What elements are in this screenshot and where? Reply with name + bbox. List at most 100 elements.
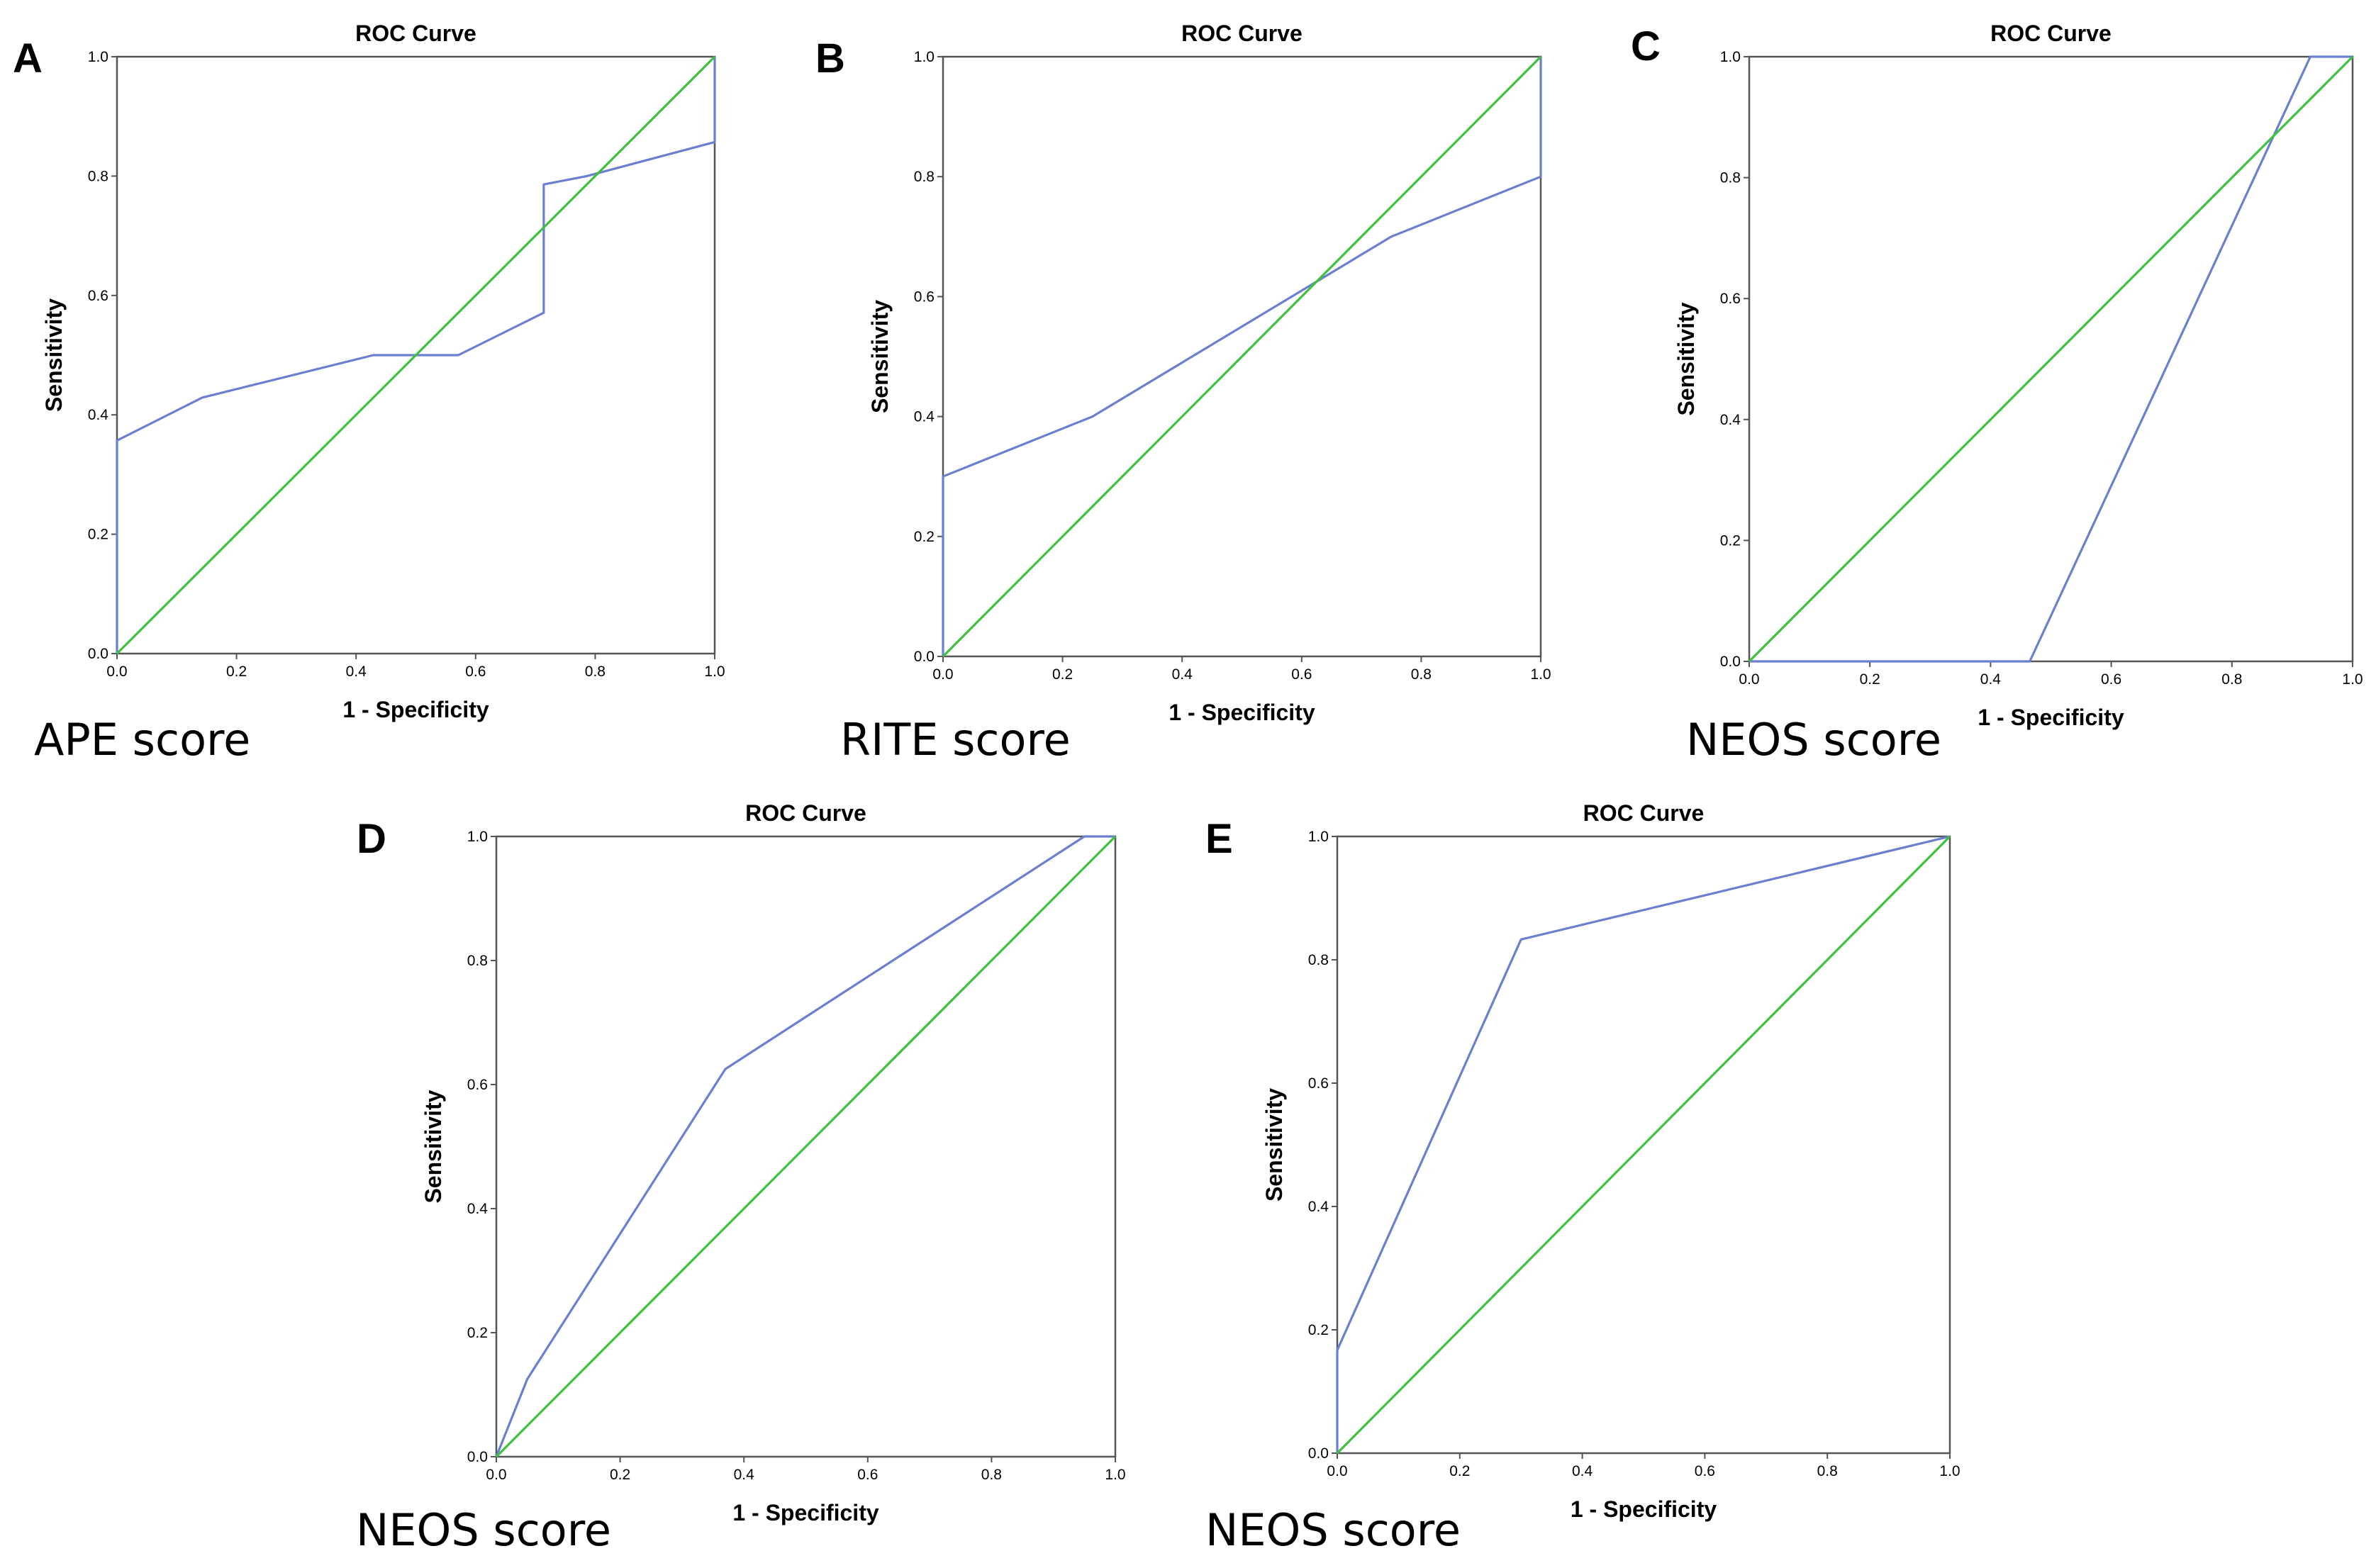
chart-title-a: ROC Curve bbox=[355, 21, 476, 46]
x-tick-label-c: 0.2 bbox=[1860, 671, 1880, 688]
x-tick-label-d: 0.0 bbox=[486, 1467, 506, 1483]
x-tick-label-e: 1.0 bbox=[1939, 1463, 1960, 1479]
y-tick-label-e: 0.0 bbox=[1308, 1445, 1329, 1462]
x-tick-label-c: 1.0 bbox=[2342, 671, 2363, 688]
chart-title-b: ROC Curve bbox=[1181, 21, 1303, 46]
x-tick-label-e: 0.4 bbox=[1572, 1463, 1593, 1479]
y-tick-label-e: 1.0 bbox=[1308, 829, 1329, 845]
y-tick-label-a: 0.8 bbox=[88, 168, 108, 184]
y-tick-label-a: 0.0 bbox=[88, 646, 108, 662]
y-axis-label-b: Sensitivity bbox=[867, 300, 893, 413]
y-tick-label-d: 0.4 bbox=[467, 1201, 489, 1217]
y-tick-label-e: 0.8 bbox=[1308, 952, 1329, 968]
x-tick-label-b: 0.0 bbox=[932, 666, 953, 683]
x-tick-label-a: 1.0 bbox=[704, 663, 725, 680]
chart-panel-e: E ROC Curve 0.00.0 0.2 0.2 0.4 0.4 0.6 0.6 0.8 0.8… bbox=[1205, 800, 1961, 1556]
y-tick-label-b: 1.0 bbox=[914, 49, 935, 65]
y-tick-label-e: 0.4 bbox=[1308, 1199, 1329, 1215]
chart-title-d: ROC Curve bbox=[745, 800, 866, 826]
panel-letter-b: B bbox=[815, 35, 845, 82]
panel-letter-d: D bbox=[357, 816, 386, 862]
chart-panel-c: C ROC Curve 0.00.0 0.2 0.2 0.4 0.4 0.6 0.6 0.8 0.8… bbox=[1631, 21, 2363, 766]
y-tick-label-d: 0.8 bbox=[467, 953, 488, 969]
x-tick-label-d: 0.8 bbox=[981, 1467, 1002, 1483]
roc-curve-e bbox=[1336, 835, 1951, 1453]
reference-line-b bbox=[942, 55, 1542, 658]
x-tick-label-a: 0.8 bbox=[585, 663, 606, 680]
x-tick-label-e: 0.2 bbox=[1449, 1463, 1470, 1479]
panel-letter-e: E bbox=[1205, 816, 1233, 862]
y-tick-label-b: 0.8 bbox=[914, 169, 935, 185]
panel-letter-a: A bbox=[13, 35, 43, 82]
x-tick-label-d: 1.0 bbox=[1105, 1467, 1125, 1483]
x-tick-label-a: 0.4 bbox=[346, 663, 367, 680]
y-tick-label-a: 1.0 bbox=[88, 49, 108, 65]
panel-caption-c: NEOS score bbox=[1686, 714, 1941, 766]
chart-panel-b: B ROC Curve 0.00.0 0.2 0.2 0.4 0.4 0.6 0.6 0.8 0.8… bbox=[815, 21, 1551, 766]
x-tick-label-c: 0.6 bbox=[2101, 671, 2121, 688]
y-tick-label-d: 1.0 bbox=[467, 829, 488, 845]
x-tick-label-d: 0.4 bbox=[734, 1467, 755, 1483]
y-tick-label-c: 0.4 bbox=[1720, 412, 1741, 428]
y-tick-label-b: 0.4 bbox=[914, 409, 935, 425]
panel-caption-a: APE score bbox=[34, 714, 250, 766]
chart-panel-d: D ROC Curve 0.0 0.0 0.2 0.2 0.4 0.4 0.6 0.6 0.8 0.8… bbox=[356, 800, 1126, 1556]
x-tick-label-e: 0.6 bbox=[1695, 1463, 1715, 1479]
x-axis-label-b: 1 - Specificity bbox=[1169, 700, 1315, 725]
y-tick-label-e: 0.2 bbox=[1308, 1322, 1329, 1338]
x-tick-label-d: 0.2 bbox=[610, 1467, 630, 1483]
x-axis-label-a: 1 - Specificity bbox=[342, 697, 489, 722]
x-axis-label-d: 1 - Specificity bbox=[732, 1500, 879, 1525]
y-tick-label-b: 0.2 bbox=[914, 529, 935, 545]
reference-line-c bbox=[1748, 55, 2354, 663]
y-tick-label-c: 0.0 bbox=[1720, 654, 1741, 670]
roc-curve-b bbox=[942, 57, 1542, 656]
y-tick-label-d: 0.2 bbox=[467, 1325, 488, 1341]
y-tick-label-e: 0.6 bbox=[1308, 1075, 1329, 1092]
roc-curve-d bbox=[495, 835, 1115, 1457]
x-tick-label-c: 0.8 bbox=[2221, 671, 2242, 688]
y-tick-label-c: 0.6 bbox=[1720, 291, 1741, 307]
x-tick-label-d: 0.6 bbox=[857, 1467, 878, 1483]
x-tick-label-e: 0.0 bbox=[1327, 1463, 1347, 1479]
roc-curve-c bbox=[1749, 55, 2353, 663]
y-tick-label-c: 0.8 bbox=[1720, 170, 1741, 186]
y-tick-label-a: 0.4 bbox=[88, 407, 109, 423]
y-tick-label-b: 0.6 bbox=[914, 289, 935, 305]
y-axis-label-d: Sensitivity bbox=[420, 1090, 446, 1203]
x-tick-label-b: 0.8 bbox=[1411, 666, 1432, 683]
panel-caption-d: NEOS score bbox=[356, 1504, 611, 1556]
reference-line-d bbox=[495, 835, 1117, 1458]
x-tick-label-e: 0.8 bbox=[1817, 1463, 1838, 1479]
roc-curve-a bbox=[116, 57, 716, 654]
y-tick-label-d: 0.0 bbox=[467, 1449, 488, 1465]
y-tick-label-c: 0.2 bbox=[1720, 532, 1741, 549]
x-tick-label-b: 0.2 bbox=[1052, 666, 1073, 683]
x-tick-label-a: 0.0 bbox=[106, 663, 127, 680]
x-tick-label-a: 0.2 bbox=[226, 663, 247, 680]
y-axis-label-c: Sensitivity bbox=[1673, 302, 1699, 415]
panel-caption-b: RITE score bbox=[840, 714, 1071, 766]
chart-title-c: ROC Curve bbox=[1990, 21, 2112, 46]
x-tick-label-b: 0.6 bbox=[1291, 666, 1312, 683]
x-axis-label-e: 1 - Specificity bbox=[1571, 1496, 1717, 1522]
x-tick-label-a: 0.6 bbox=[465, 663, 486, 680]
x-tick-label-c: 0.4 bbox=[1980, 671, 2002, 688]
chart-panel-a: A ROC Curve 0.00.0 0.2 0.2 0.4 0.4 0.6 0.6 0.8 0.8… bbox=[13, 21, 725, 766]
y-tick-label-d: 0.6 bbox=[467, 1077, 488, 1093]
y-axis-label-a: Sensitivity bbox=[41, 298, 67, 412]
panel-letter-c: C bbox=[1631, 23, 1661, 69]
x-tick-label-c: 0.0 bbox=[1739, 671, 1759, 688]
y-tick-label-a: 0.2 bbox=[88, 527, 108, 543]
y-axis-label-e: Sensitivity bbox=[1261, 1088, 1287, 1202]
x-axis-label-c: 1 - Specificity bbox=[1978, 705, 2124, 730]
y-tick-label-a: 0.6 bbox=[88, 288, 108, 304]
x-tick-label-b: 1.0 bbox=[1530, 666, 1551, 683]
reference-line-a bbox=[116, 55, 716, 655]
panel-caption-e: NEOS score bbox=[1205, 1504, 1461, 1556]
y-tick-label-b: 0.0 bbox=[914, 649, 935, 665]
x-tick-label-b: 0.4 bbox=[1172, 666, 1193, 683]
y-tick-label-c: 1.0 bbox=[1720, 49, 1741, 65]
chart-title-e: ROC Curve bbox=[1583, 800, 1705, 826]
